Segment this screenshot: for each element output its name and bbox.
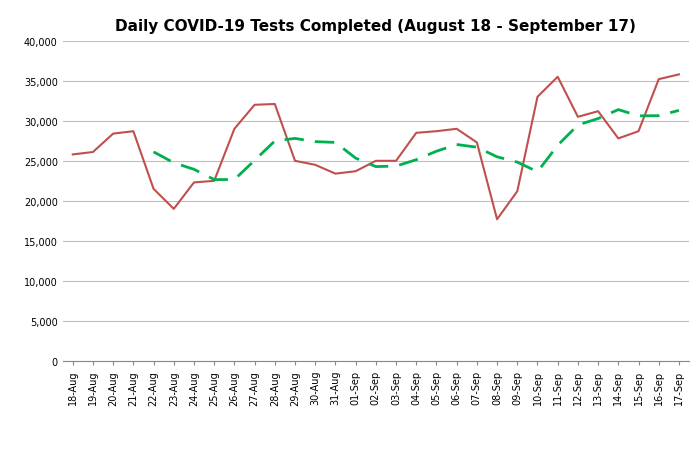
Title: Daily COVID-19 Tests Completed (August 18 - September 17): Daily COVID-19 Tests Completed (August 1…	[116, 19, 636, 34]
